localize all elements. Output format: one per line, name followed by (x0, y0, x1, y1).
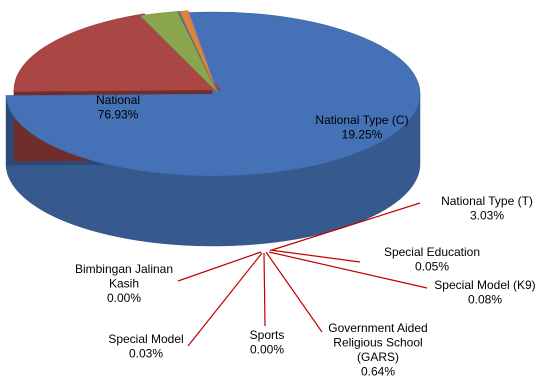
leader-line-bimbingan-jalinan-kasih (177, 251, 262, 282)
slice-name-special-model-k9: Special Model (K9) (434, 278, 535, 292)
slice-name-national: National (96, 93, 140, 107)
slice-label-national-type-t: National Type (T) 3.03% (441, 194, 533, 223)
slice-name-special-model: Special Model (108, 332, 183, 346)
slice-label-national-type-c: National Type (C) 19.25% (315, 113, 408, 142)
slice-name-national-type-c: National Type (C) (315, 113, 408, 127)
slice-value-sports: 0.00% (250, 343, 284, 357)
pie-slice-national (5, 11, 421, 177)
slice-name-government-aided-religious-school-gars: Religious School (333, 336, 422, 350)
leader-line-special-model (187, 252, 263, 347)
slice-value-national: 76.93% (98, 108, 139, 122)
slice-value-special-education: 0.05% (415, 260, 449, 274)
slice-value-government-aided-religious-school-gars: 0.64% (361, 365, 395, 379)
leader-line-government-aided-religious-school-gars (265, 251, 323, 333)
slice-labels: National 76.93% National Type (C) 19.25%Nat… (75, 93, 536, 379)
slice-label-government-aided-religious-school-gars: Government Aided Religious School (GARS) 0.… (328, 321, 427, 379)
slice-label-national: National 76.93% (96, 93, 140, 122)
slice-value-special-model: 0.03% (129, 347, 163, 361)
leader-line-national-type-t (271, 202, 421, 251)
slice-value-bimbingan-jalinan-kasih: 0.00% (107, 291, 141, 305)
slice-label-special-education: Special Education 0.05% (384, 245, 480, 274)
slice-label-special-model-k9: Special Model (K9) 0.08% (434, 278, 535, 307)
slice-value-special-model-k9: 0.08% (468, 293, 502, 307)
leader-line-sports (263, 252, 266, 327)
slice-label-bimbingan-jalinan-kasih: Bimbingan Jalinan Kasih 0.00% (75, 262, 173, 305)
slice-name-national-type-t: National Type (T) (441, 194, 533, 208)
leader-line-special-education (269, 249, 361, 263)
slice-label-special-model: Special Model 0.03% (108, 332, 183, 361)
slice-name-special-education: Special Education (384, 245, 480, 259)
leader-lines (177, 202, 428, 347)
slice-value-national-type-c: 19.25% (342, 128, 383, 142)
slice-name-sports: Sports (250, 328, 285, 342)
slice-name-government-aided-religious-school-gars: Government Aided (328, 321, 427, 335)
slice-name-government-aided-religious-school-gars: (GARS) (357, 350, 399, 364)
slice-label-sports: Sports 0.00% (250, 328, 285, 357)
pie-slice-special-model (187, 10, 218, 93)
slice-name-bimbingan-jalinan-kasih: Bimbingan Jalinan (75, 262, 173, 276)
leader-line-special-model-k9 (268, 251, 428, 289)
pie-slice-national-type-c (13, 13, 222, 92)
pie-tops (5, 10, 421, 177)
slice-value-national-type-t: 3.03% (470, 209, 504, 223)
slice-name-bimbingan-jalinan-kasih: Kasih (109, 277, 139, 291)
